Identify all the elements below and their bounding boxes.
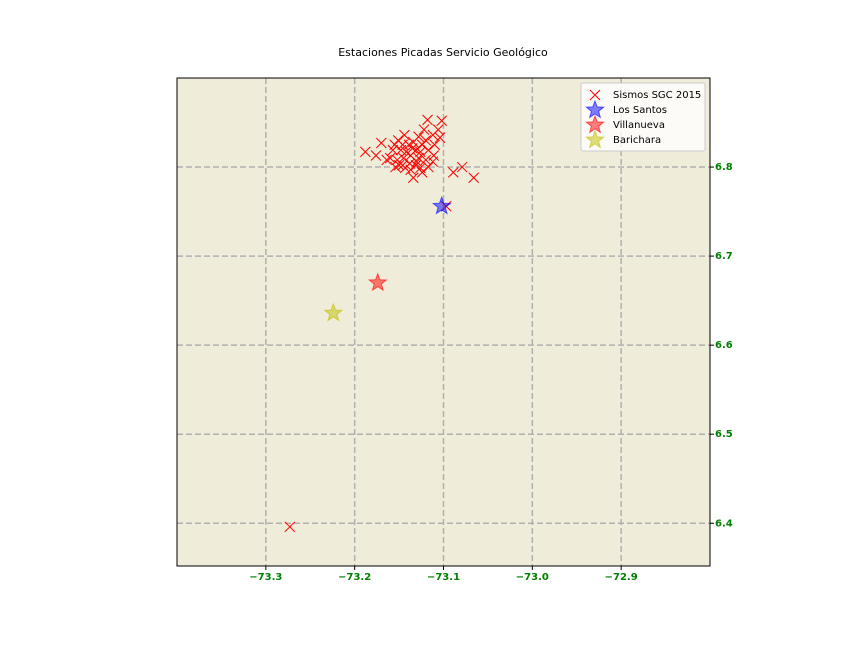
legend-label: Sismos SGC 2015 — [613, 90, 701, 101]
x-marker — [407, 172, 419, 184]
y-tick-label: 6.8 — [715, 162, 733, 173]
x-marker — [284, 521, 296, 533]
x-marker — [416, 167, 428, 178]
x-marker — [387, 144, 399, 156]
y-tick-label: 6.4 — [715, 518, 733, 529]
x-marker — [359, 146, 371, 158]
x-marker — [393, 159, 405, 171]
x-marker — [416, 139, 428, 151]
star-marker — [585, 99, 605, 119]
plot-frame — [176, 77, 711, 567]
x-marker — [434, 132, 446, 144]
x-tick-label: −73.1 — [427, 572, 460, 583]
y-tick-label: 6.7 — [715, 251, 733, 262]
x-marker — [390, 161, 401, 173]
x-marker — [400, 146, 412, 158]
star-marker — [585, 129, 605, 149]
star-marker — [367, 272, 388, 292]
y-tick-label: 6.6 — [715, 340, 733, 351]
x-marker — [384, 152, 396, 164]
x-marker — [422, 114, 433, 126]
x-marker — [468, 172, 480, 184]
y-tick-label: 6.5 — [715, 429, 733, 440]
legend-box — [580, 82, 706, 152]
x-marker — [397, 139, 408, 151]
x-marker — [375, 137, 387, 149]
x-tick-label: −72.9 — [605, 572, 638, 583]
x-marker — [429, 139, 440, 151]
x-tick-label: −73.0 — [516, 572, 549, 583]
x-marker — [427, 156, 439, 168]
x-marker — [589, 89, 601, 101]
x-marker — [407, 136, 419, 148]
x-marker — [423, 161, 434, 173]
x-marker — [370, 150, 382, 161]
x-marker — [413, 152, 424, 164]
x-marker — [399, 162, 411, 174]
chart-title: Estaciones Picadas Servicio Geológico — [338, 46, 548, 59]
x-marker — [411, 156, 423, 168]
x-tick-label: −73.2 — [338, 572, 371, 583]
star-marker — [323, 302, 344, 322]
star-marker — [585, 114, 605, 134]
x-marker — [427, 129, 439, 141]
legend-label: Los Santos — [613, 105, 667, 116]
x-marker — [418, 124, 430, 136]
x-marker — [399, 129, 410, 141]
legend-label: Barichara — [613, 135, 661, 146]
x-marker — [381, 154, 393, 166]
x-marker — [436, 115, 448, 127]
x-tick-label: −73.3 — [249, 572, 282, 583]
x-marker — [420, 154, 432, 166]
x-marker — [447, 167, 459, 178]
x-marker — [420, 134, 432, 146]
x-marker — [415, 146, 426, 158]
legend-label: Villanueva — [613, 120, 665, 131]
x-marker — [456, 161, 468, 173]
star-marker — [431, 195, 452, 215]
